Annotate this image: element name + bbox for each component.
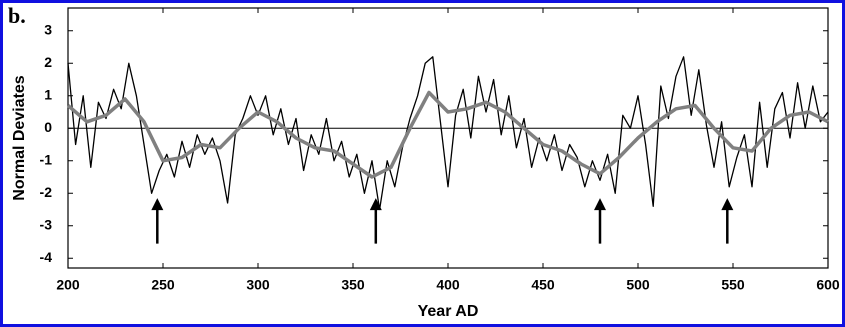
y-tick-label: -2 [40, 184, 53, 200]
y-tick-label: 3 [44, 21, 52, 37]
x-tick-label: 350 [341, 277, 365, 293]
annual-line [67, 56, 829, 211]
arrow-head [721, 198, 734, 211]
x-tick-label: 300 [246, 277, 270, 293]
smoothed-line [66, 90, 829, 179]
y-tick-label: -3 [40, 216, 53, 232]
x-tick-label: 400 [436, 277, 460, 293]
y-tick-label: -4 [40, 249, 53, 265]
x-tick-label: 600 [816, 277, 840, 293]
y-axis-title: Normal Deviates [11, 75, 28, 200]
arrow-head [369, 198, 382, 211]
arrow-head [594, 198, 606, 211]
x-tick-label: 250 [151, 277, 175, 293]
panel-label: b. [8, 3, 26, 28]
y-tick-label: 2 [44, 54, 52, 70]
x-axis-title: Year AD [418, 303, 479, 320]
y-tick-label: -1 [40, 151, 53, 167]
x-tick-label: 550 [721, 277, 745, 293]
x-tick-label: 450 [531, 277, 555, 293]
y-tick-label: 1 [44, 86, 52, 102]
y-tick-label: 0 [44, 119, 52, 135]
arrow-head [151, 198, 164, 211]
x-tick-label: 200 [56, 277, 80, 293]
x-tick-label: 500 [626, 277, 650, 293]
